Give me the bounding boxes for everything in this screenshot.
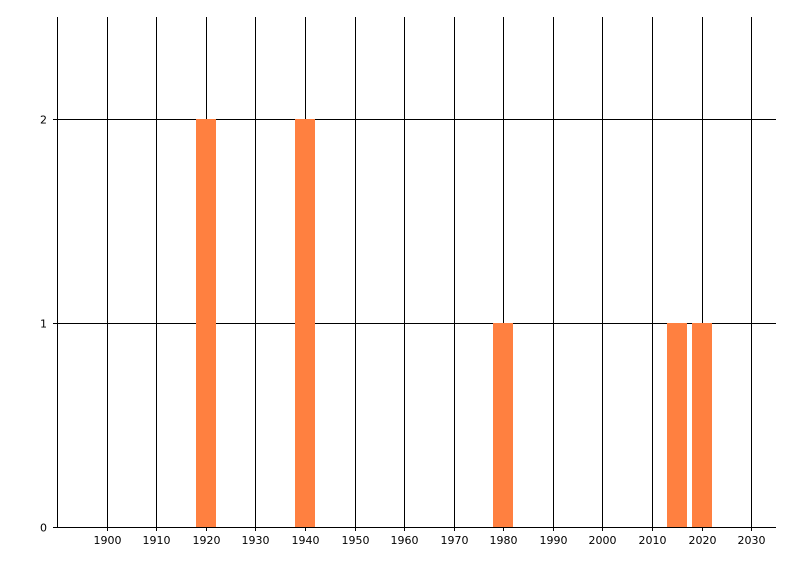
x-tick-labels: 1900 1910 1920 1930 1940 1950 1960 1970 1980 1990… (94, 534, 766, 547)
x-tick-label: 1960 (391, 534, 419, 547)
x-tick-label: 2030 (738, 534, 766, 547)
x-tick-label: 1980 (490, 534, 518, 547)
x-tick-label: 2000 (589, 534, 617, 547)
y-tick-label: 1 (40, 318, 47, 331)
bar-1920 (196, 119, 216, 527)
x-tick-label: 1970 (441, 534, 469, 547)
y-tick-labels: 0 1 2 (40, 114, 47, 535)
x-tick-label: 1940 (292, 534, 320, 547)
x-tick-label: 1950 (342, 534, 370, 547)
x-tick-label: 1920 (193, 534, 221, 547)
bar-2020 (692, 323, 712, 527)
bar-1980 (493, 323, 513, 527)
x-tick-label: 1900 (94, 534, 122, 547)
x-tick-label: 1910 (143, 534, 171, 547)
x-tick-label: 2020 (689, 534, 717, 547)
x-tick-label: 1990 (540, 534, 568, 547)
x-tick-label: 1930 (242, 534, 270, 547)
axes (57, 17, 776, 528)
bar-2015 (667, 323, 687, 527)
y-tick-label: 2 (40, 114, 47, 127)
bar-1940 (295, 119, 315, 527)
y-tick-label: 0 (40, 522, 47, 535)
bars (196, 119, 712, 527)
x-tick-label: 2010 (639, 534, 667, 547)
